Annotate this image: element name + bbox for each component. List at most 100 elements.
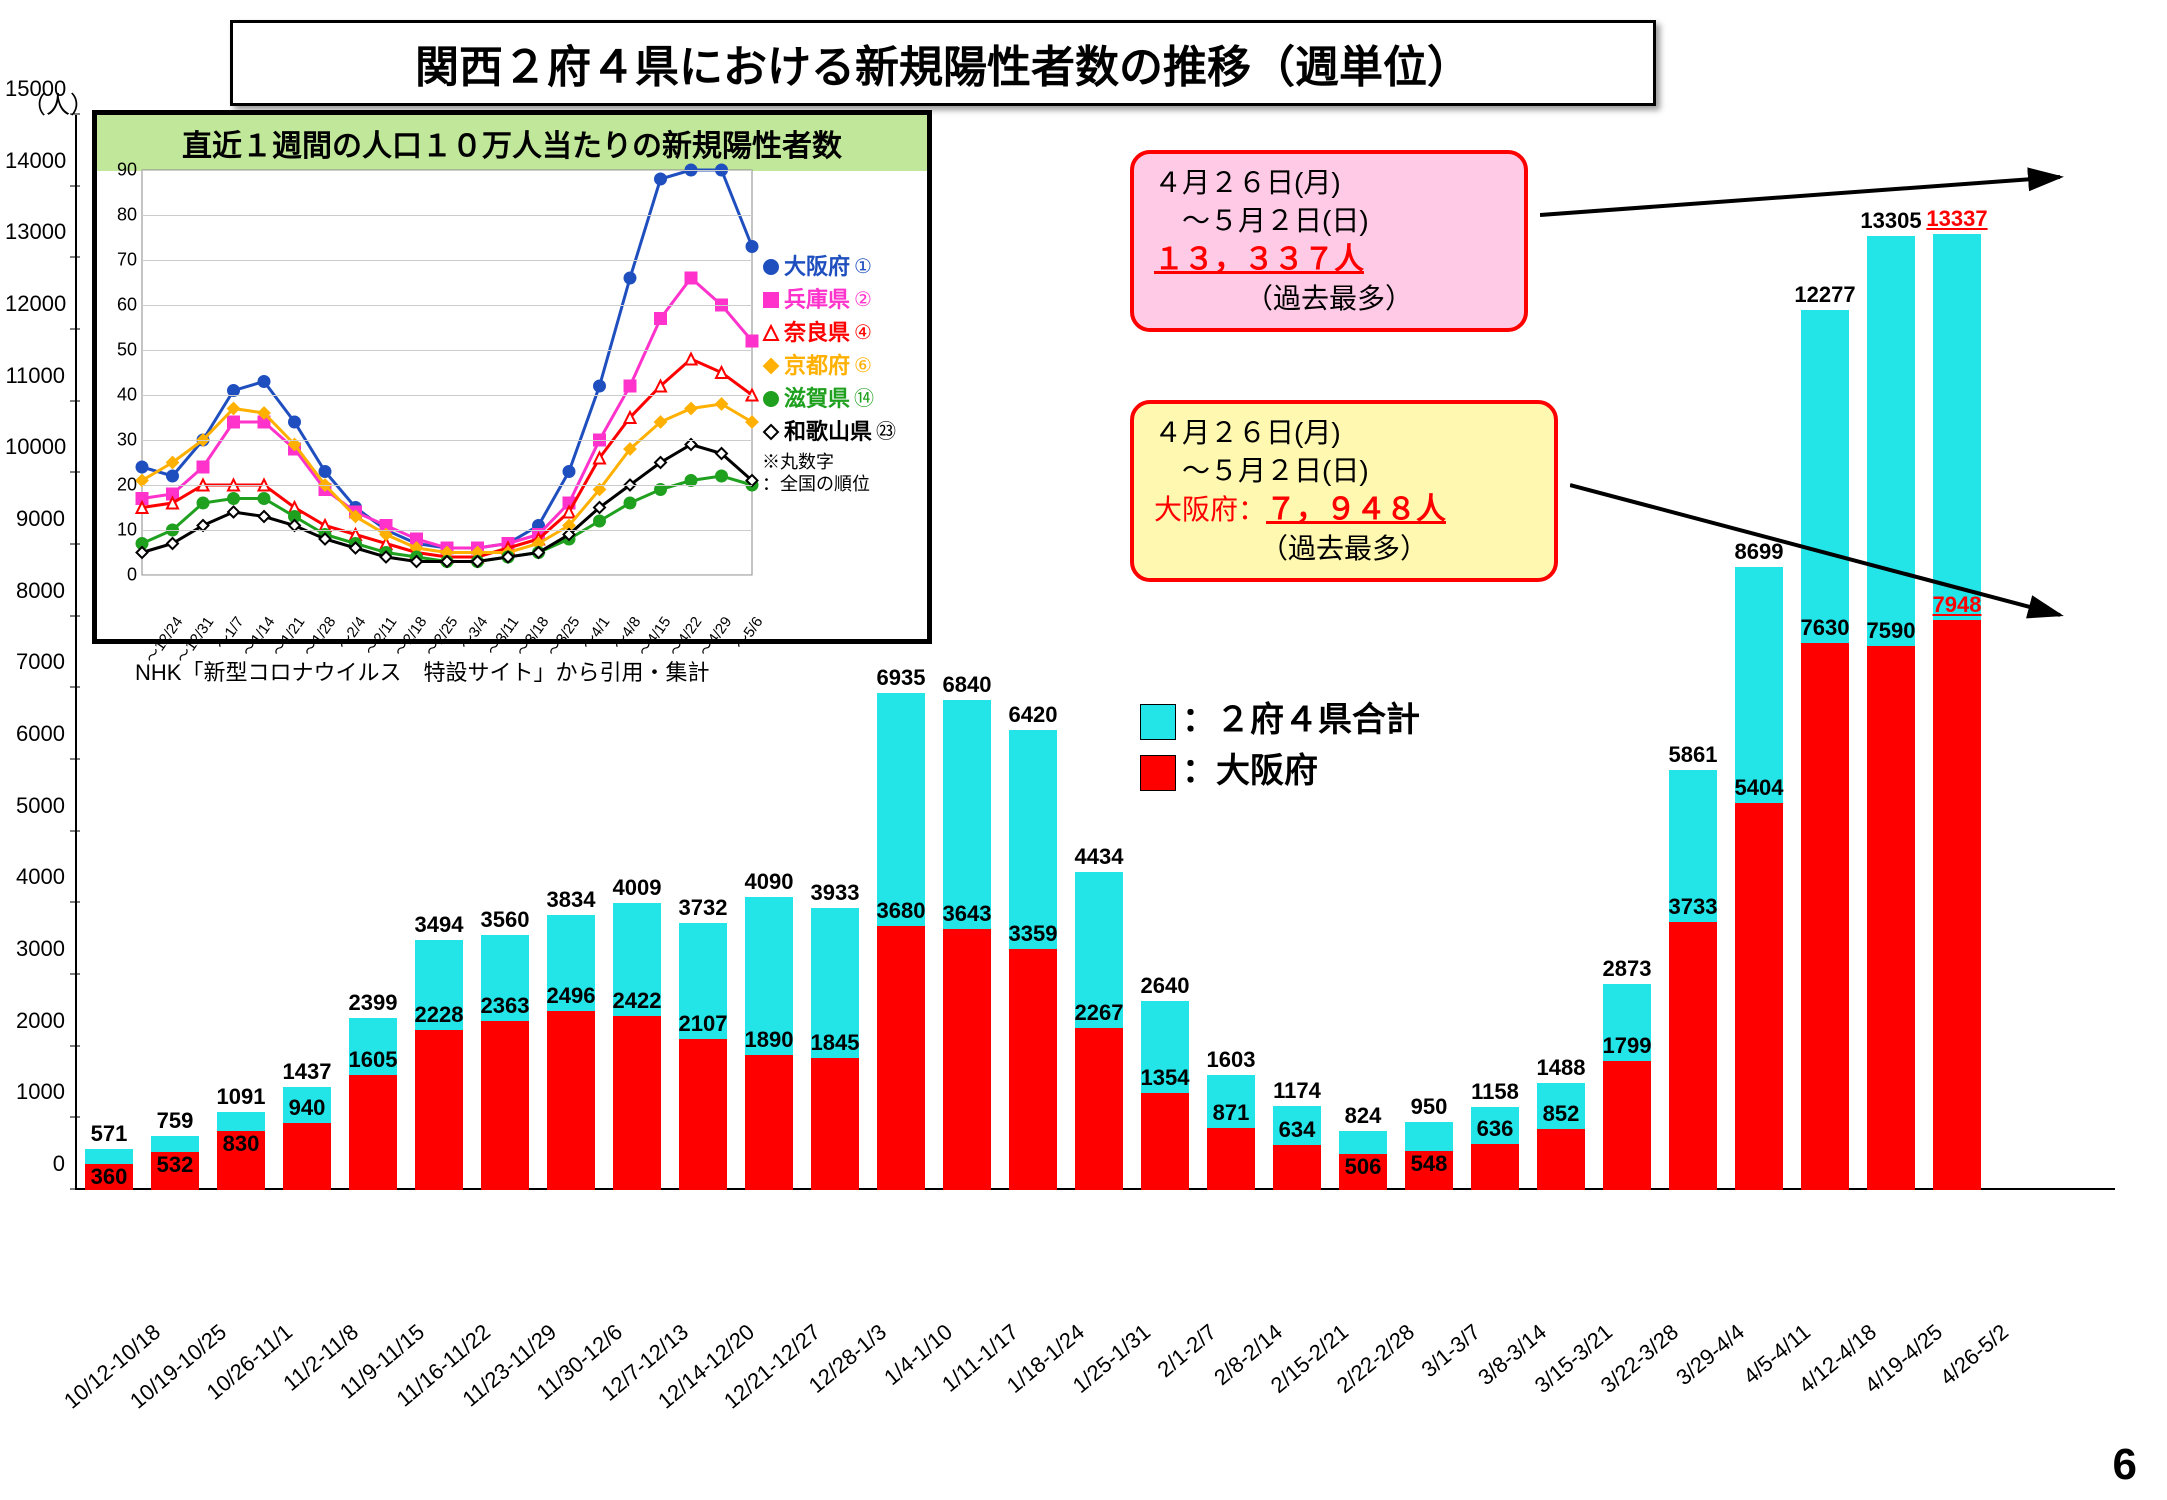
inset-series-marker	[686, 354, 697, 365]
legend-osaka-row: ：大阪府	[1140, 746, 1420, 797]
y-tick: 10000	[5, 434, 65, 460]
inset-series-marker	[228, 493, 239, 504]
y-tick: 8000	[5, 578, 65, 604]
bar-osaka-label: 1605	[333, 1047, 413, 1073]
inset-series-marker	[625, 381, 636, 392]
inset-series-marker	[228, 507, 239, 518]
bar-osaka-label: 830	[201, 1131, 281, 1157]
inset-series-marker	[228, 417, 239, 428]
inset-series-marker	[716, 471, 727, 482]
bar-total-label: 1603	[1191, 1047, 1271, 1073]
bar-osaka	[1669, 922, 1717, 1190]
inset-series-marker	[594, 381, 605, 392]
inset-series-marker	[686, 403, 697, 414]
inset-series-marker	[625, 273, 636, 284]
bar-osaka-label: 3359	[993, 921, 1073, 947]
bar-total-label: 5861	[1653, 742, 1733, 768]
bar-osaka	[349, 1075, 397, 1190]
bar-total-label: 2640	[1125, 973, 1205, 999]
bar-osaka	[1801, 643, 1849, 1190]
y-tick: 12000	[5, 291, 65, 317]
bar-total-label: 4434	[1059, 844, 1139, 870]
inset-series-marker	[320, 466, 331, 477]
inset-series-marker	[259, 511, 270, 522]
y-tick: 3000	[5, 936, 65, 962]
bar-osaka	[1141, 1093, 1189, 1190]
page-number: 6	[2113, 1440, 2137, 1490]
y-tick: 11000	[5, 363, 65, 389]
inset-line-chart: 直近１週間の人口１０万人当たりの新規陽性者数 01020304050607080…	[92, 110, 932, 644]
inset-legend-note: ※丸数字 ：全国の順位	[762, 452, 917, 495]
bar-osaka-label: 940	[267, 1095, 347, 1121]
inset-y-tick: 90	[107, 160, 137, 181]
inset-series-marker	[137, 462, 148, 473]
inset-series-marker	[716, 367, 727, 378]
bar-total-label: 2873	[1587, 956, 1667, 982]
inset-legend: 大阪府①兵庫県②奈良県④京都府⑥滋賀県⑭和歌山県㉓※丸数字 ：全国の順位	[762, 250, 917, 495]
bar-osaka-label: 1845	[795, 1030, 875, 1056]
inset-y-tick: 60	[107, 295, 137, 316]
bar-osaka	[877, 926, 925, 1190]
bar-osaka	[613, 1016, 661, 1190]
inset-legend-row: 京都府⑥	[762, 349, 917, 382]
inset-series-marker	[747, 336, 758, 347]
inset-y-tick: 70	[107, 250, 137, 271]
inset-y-tick: 0	[107, 565, 137, 586]
bar-osaka	[679, 1039, 727, 1190]
bar-total-label: 12277	[1785, 282, 1865, 308]
bar-osaka	[1273, 1145, 1321, 1190]
y-tick: 6000	[5, 721, 65, 747]
arrow-total	[1540, 155, 2070, 235]
y-tick: 1000	[5, 1079, 65, 1105]
inset-series-marker	[686, 273, 697, 284]
inset-series-marker	[198, 498, 209, 509]
bar-osaka	[811, 1058, 859, 1190]
inset-series-marker	[198, 462, 209, 473]
bar-legend: ：２府４県合計 ：大阪府	[1140, 695, 1420, 797]
inset-y-tick: 40	[107, 385, 137, 406]
bar-osaka	[1933, 620, 1981, 1190]
y-tick: 13000	[5, 219, 65, 245]
bar-osaka	[943, 929, 991, 1190]
bar-osaka	[1735, 803, 1783, 1190]
inset-legend-row: 奈良県④	[762, 316, 917, 349]
inset-series-marker	[655, 313, 666, 324]
page: 関西２府４県における新規陽性者数の推移（週単位） （人） 01000200030…	[0, 0, 2167, 1500]
bar-osaka	[1867, 646, 1915, 1190]
inset-legend-row: 滋賀県⑭	[762, 382, 917, 415]
y-tick: 4000	[5, 864, 65, 890]
inset-y-tick: 30	[107, 430, 137, 451]
bar-osaka	[1207, 1128, 1255, 1190]
bar-osaka	[547, 1011, 595, 1190]
callout-pink: ４月２６日(月) ～５月２日(日)１３，３３７人（過去最多）	[1130, 150, 1528, 332]
legend-total-row: ：２府４県合計	[1140, 695, 1420, 746]
bar-total-label: 6840	[927, 672, 1007, 698]
inset-series-marker	[259, 493, 270, 504]
inset-series-marker	[594, 516, 605, 527]
y-tick: 5000	[5, 793, 65, 819]
bar-osaka	[1009, 949, 1057, 1190]
inset-series-marker	[625, 498, 636, 509]
bar-osaka	[283, 1123, 331, 1190]
bar-total-label: 3732	[663, 895, 743, 921]
y-axis	[75, 115, 77, 1190]
inset-series-marker	[289, 417, 300, 428]
bar-osaka	[1603, 1061, 1651, 1190]
inset-series-marker	[167, 471, 178, 482]
y-tick: 0	[5, 1151, 65, 1177]
callout-yellow: ４月２６日(月) ～５月２日(日)大阪府：７，９４８人（過去最多）	[1130, 400, 1558, 582]
inset-legend-row: 和歌山県㉓	[762, 415, 917, 448]
inset-legend-row: 大阪府①	[762, 250, 917, 283]
inset-title: 直近１週間の人口１０万人当たりの新規陽性者数	[97, 115, 927, 171]
inset-series-marker	[564, 466, 575, 477]
y-tick: 7000	[5, 649, 65, 675]
y-tick: 14000	[5, 148, 65, 174]
bar-osaka	[1537, 1129, 1585, 1190]
inset-series-marker	[655, 174, 666, 185]
bar-osaka-label: 5404	[1719, 775, 1799, 801]
bar-osaka	[1075, 1028, 1123, 1190]
bar-total-label: 1174	[1257, 1078, 1337, 1104]
bar-osaka-label: 1799	[1587, 1033, 1667, 1059]
bar-osaka	[481, 1021, 529, 1190]
bar-osaka-label: 548	[1389, 1151, 1469, 1177]
